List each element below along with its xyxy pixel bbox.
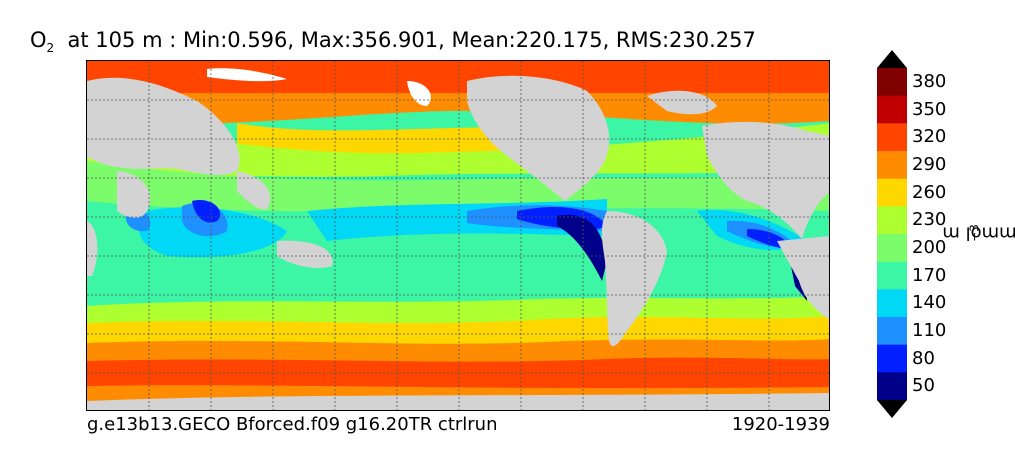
colorbar-level xyxy=(877,95,907,124)
colorbar-tick-label: 260 xyxy=(912,181,947,203)
colorbar-tick-label: 110 xyxy=(912,319,947,341)
colorbar-level xyxy=(877,344,907,373)
colorbar-level xyxy=(877,178,907,207)
unit-text: mmol m xyxy=(941,222,1015,244)
colorbar-tick-label: 200 xyxy=(912,236,947,258)
colorbar-level xyxy=(877,151,907,180)
colorbar-tick-label: 230 xyxy=(912,209,947,231)
colorbar-level xyxy=(877,68,907,97)
colorbar-tick-label: 290 xyxy=(912,153,947,175)
title-species: O xyxy=(30,28,47,52)
colorbar-tick-label: 80 xyxy=(912,347,935,369)
colorbar-unit-label: mmol m −3 xyxy=(942,168,1015,298)
colorbar-tick-label: 350 xyxy=(912,98,947,120)
plot-title: O2 at 105 m : Min:0.596, Max:356.901, Me… xyxy=(30,28,756,55)
colorbar-level xyxy=(877,234,907,263)
run-name-caption: g.e13b13.GECO Bforced.f09 g16.20TR ctrlr… xyxy=(87,414,498,435)
colorbar-level xyxy=(877,289,907,318)
title-stats: at 105 m : Min:0.596, Max:356.901, Mean:… xyxy=(67,28,756,52)
colorbar-level xyxy=(877,123,907,152)
colorbar-level xyxy=(877,317,907,346)
colorbar-tick-label: 170 xyxy=(912,264,947,286)
colorbar-level xyxy=(877,206,907,235)
colorbar-extend-min xyxy=(877,400,907,418)
colorbar-tick-label: 50 xyxy=(912,375,935,397)
colorbar xyxy=(877,50,907,418)
colorbar-extend-max xyxy=(877,50,907,68)
colorbar-level xyxy=(877,372,907,401)
colorbar-tick-label: 380 xyxy=(912,70,947,92)
colorbar-level xyxy=(877,261,907,290)
ocean-oxygen-map xyxy=(86,60,830,411)
years-caption: 1920-1939 xyxy=(731,414,830,435)
colorbar-tick-label: 320 xyxy=(912,126,947,148)
title-subscript: 2 xyxy=(46,41,55,56)
colorbar-tick-label: 140 xyxy=(912,292,947,314)
